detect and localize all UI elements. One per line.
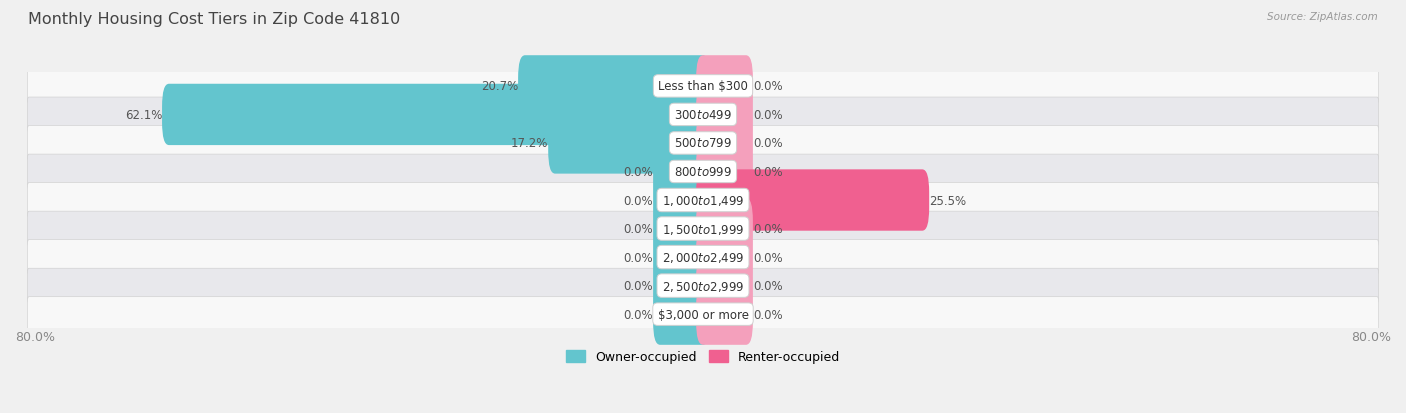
FancyBboxPatch shape bbox=[696, 198, 752, 260]
Text: 0.0%: 0.0% bbox=[623, 194, 654, 207]
FancyBboxPatch shape bbox=[696, 255, 752, 316]
Text: Less than $300: Less than $300 bbox=[658, 80, 748, 93]
Text: 0.0%: 0.0% bbox=[623, 308, 654, 321]
Text: $2,500 to $2,999: $2,500 to $2,999 bbox=[662, 279, 744, 293]
FancyBboxPatch shape bbox=[696, 113, 752, 174]
Text: 20.7%: 20.7% bbox=[481, 80, 517, 93]
Text: $1,000 to $1,499: $1,000 to $1,499 bbox=[662, 194, 744, 207]
Text: 0.0%: 0.0% bbox=[752, 251, 783, 264]
Text: 62.1%: 62.1% bbox=[125, 109, 162, 121]
Text: 0.0%: 0.0% bbox=[623, 280, 654, 292]
Text: 0.0%: 0.0% bbox=[623, 251, 654, 264]
Text: $800 to $999: $800 to $999 bbox=[673, 166, 733, 178]
FancyBboxPatch shape bbox=[696, 227, 752, 288]
FancyBboxPatch shape bbox=[28, 98, 1378, 133]
Text: 25.5%: 25.5% bbox=[929, 194, 966, 207]
Text: Source: ZipAtlas.com: Source: ZipAtlas.com bbox=[1267, 12, 1378, 22]
FancyBboxPatch shape bbox=[162, 85, 710, 146]
Text: 0.0%: 0.0% bbox=[752, 109, 783, 121]
Text: $300 to $499: $300 to $499 bbox=[673, 109, 733, 121]
Text: 17.2%: 17.2% bbox=[510, 137, 548, 150]
Text: 0.0%: 0.0% bbox=[752, 80, 783, 93]
FancyBboxPatch shape bbox=[654, 142, 710, 203]
FancyBboxPatch shape bbox=[654, 170, 710, 231]
Text: 80.0%: 80.0% bbox=[1351, 330, 1391, 343]
FancyBboxPatch shape bbox=[696, 56, 752, 117]
Text: $3,000 or more: $3,000 or more bbox=[658, 308, 748, 321]
Text: 80.0%: 80.0% bbox=[15, 330, 55, 343]
FancyBboxPatch shape bbox=[696, 284, 752, 345]
Text: 0.0%: 0.0% bbox=[752, 280, 783, 292]
Text: 0.0%: 0.0% bbox=[752, 223, 783, 235]
Text: $500 to $799: $500 to $799 bbox=[673, 137, 733, 150]
FancyBboxPatch shape bbox=[28, 240, 1378, 275]
FancyBboxPatch shape bbox=[28, 126, 1378, 161]
FancyBboxPatch shape bbox=[654, 198, 710, 260]
FancyBboxPatch shape bbox=[28, 211, 1378, 246]
FancyBboxPatch shape bbox=[28, 268, 1378, 303]
Text: 0.0%: 0.0% bbox=[752, 166, 783, 178]
FancyBboxPatch shape bbox=[654, 255, 710, 316]
FancyBboxPatch shape bbox=[517, 56, 710, 117]
FancyBboxPatch shape bbox=[28, 297, 1378, 332]
Text: 0.0%: 0.0% bbox=[623, 223, 654, 235]
FancyBboxPatch shape bbox=[28, 155, 1378, 190]
Text: 0.0%: 0.0% bbox=[752, 308, 783, 321]
FancyBboxPatch shape bbox=[654, 284, 710, 345]
FancyBboxPatch shape bbox=[548, 113, 710, 174]
Text: $1,500 to $1,999: $1,500 to $1,999 bbox=[662, 222, 744, 236]
FancyBboxPatch shape bbox=[696, 85, 752, 146]
FancyBboxPatch shape bbox=[696, 142, 752, 203]
Legend: Owner-occupied, Renter-occupied: Owner-occupied, Renter-occupied bbox=[567, 350, 839, 363]
Text: $2,000 to $2,499: $2,000 to $2,499 bbox=[662, 250, 744, 264]
Text: 0.0%: 0.0% bbox=[752, 137, 783, 150]
FancyBboxPatch shape bbox=[28, 69, 1378, 104]
FancyBboxPatch shape bbox=[28, 183, 1378, 218]
Text: 0.0%: 0.0% bbox=[623, 166, 654, 178]
Text: Monthly Housing Cost Tiers in Zip Code 41810: Monthly Housing Cost Tiers in Zip Code 4… bbox=[28, 12, 401, 27]
FancyBboxPatch shape bbox=[654, 227, 710, 288]
FancyBboxPatch shape bbox=[696, 170, 929, 231]
